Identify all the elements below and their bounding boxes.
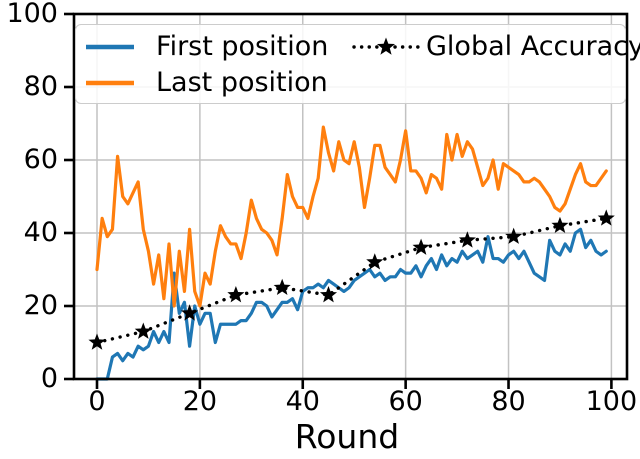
x-tick-label: 60 [388,386,423,417]
legend-item-global-accuracy: Global Accuracy [426,31,640,62]
first-position-line-sample-icon [86,44,134,50]
x-tick-label: 100 [585,386,638,417]
star-marker [273,278,291,296]
legend-item-last-position: Last position [156,67,328,98]
series-line-global-accuracy [95,216,608,345]
y-tick-label: 80 [23,71,58,102]
y-tick-label: 20 [23,290,58,321]
last-position-line-sample-icon [86,80,134,86]
global-accuracy-dotted-star-sample-icon [352,37,420,55]
x-tick-label: 80 [491,386,526,417]
y-tick-label: 60 [23,144,58,175]
star-marker [319,286,338,303]
series-line-last-position [95,125,608,308]
star-marker [134,322,152,339]
star-marker [412,238,430,255]
x-tick-label: 20 [182,386,218,417]
plot-spines [72,12,629,381]
series-line-first-position [95,227,608,381]
y-tick-label: 0 [40,363,58,394]
legend: First position Last position Global Accu… [75,24,640,104]
star-marker [458,231,476,248]
star-marker [366,253,384,270]
star-marker [181,304,199,321]
star-marker [551,216,569,233]
y-tick-label: 40 [23,217,58,248]
star-marker [597,209,615,226]
legend-item-first-position: First position [156,31,329,62]
x-tick-label: 40 [285,386,320,417]
y-tick-label: 100 [6,0,58,29]
star-marker [227,286,245,303]
star-marker [505,227,523,244]
x-tick-label: 0 [88,386,106,417]
x-axis-label: Round [294,417,400,456]
star-marker [88,333,106,350]
